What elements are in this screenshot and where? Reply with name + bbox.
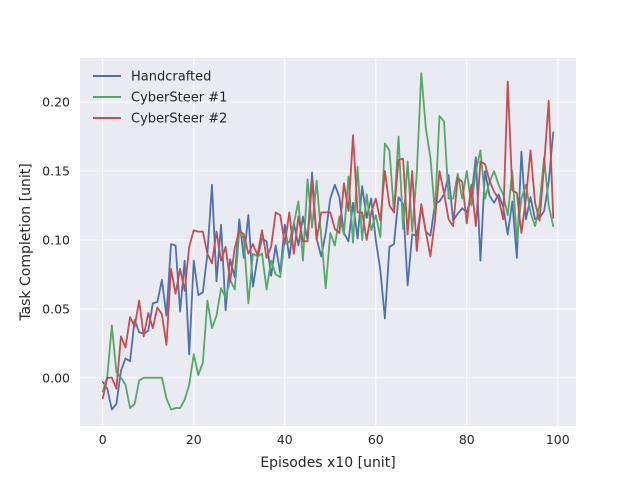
y-tick-label: 0.20 — [42, 95, 70, 110]
x-tick-label: 40 — [277, 432, 293, 447]
y-tick-label: 0.00 — [42, 370, 70, 385]
legend-label-3: CyberSteer #2 — [131, 112, 227, 127]
x-axis-label: Episodes x10 [unit] — [260, 455, 395, 471]
legend-label-2: CyberSteer #1 — [131, 91, 227, 106]
legend: Handcrafted CyberSteer #1 CyberSteer #2 — [93, 70, 227, 127]
series-line-3 — [101, 80, 555, 400]
x-tick-label: 60 — [368, 432, 384, 447]
y-tick-label: 0.10 — [42, 232, 70, 247]
x-tick-label: 80 — [459, 432, 475, 447]
series-line-2 — [101, 72, 555, 411]
x-tick-label: 20 — [186, 432, 202, 447]
x-tick-label: 0 — [99, 432, 107, 447]
series-layer — [101, 72, 555, 411]
legend-label-1: Handcrafted — [131, 70, 211, 85]
y-axis-label: Task Completion [unit] — [18, 163, 34, 321]
y-axis: 0.00 0.05 0.10 0.15 0.20 — [42, 95, 70, 386]
y-tick-label: 0.05 — [42, 301, 70, 316]
x-tick-label: 100 — [546, 432, 570, 447]
x-axis: 0 20 40 60 80 100 — [99, 432, 570, 447]
y-tick-label: 0.15 — [42, 164, 70, 179]
plot-area — [80, 58, 576, 426]
